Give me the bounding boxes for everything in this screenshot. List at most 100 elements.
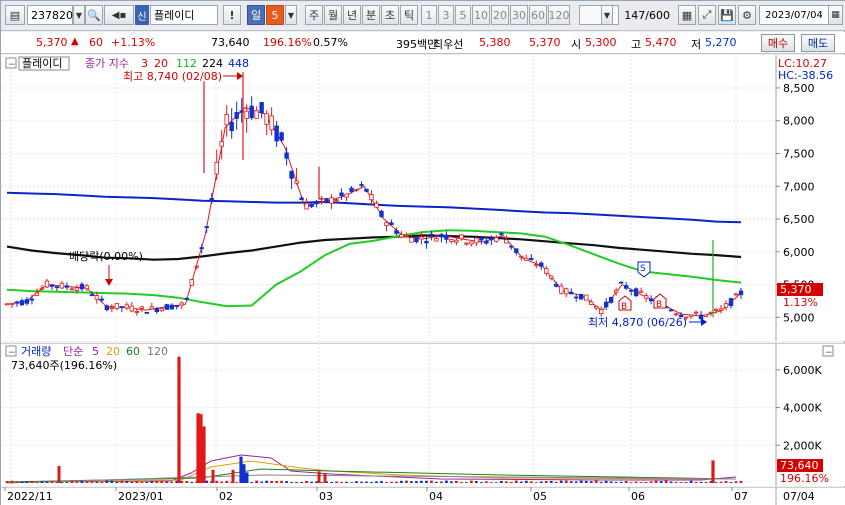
interval-button-30[interactable]: 30 — [510, 5, 528, 25]
volume-bar — [145, 481, 149, 483]
volume-bar — [479, 482, 483, 483]
sell-button[interactable]: 매도 — [801, 34, 835, 52]
volume-close-icon[interactable]: − — [825, 348, 833, 358]
candle-body — [204, 226, 209, 228]
candle-body — [294, 180, 299, 184]
candle-body — [164, 304, 169, 310]
candle-body — [713, 309, 719, 311]
chart-tool-icon[interactable]: ⤢ — [698, 5, 716, 25]
period-button-3[interactable]: 분 — [362, 5, 380, 25]
x-tick-label: 07 — [734, 490, 748, 503]
x-tick-label: 02 — [219, 490, 233, 503]
volume-bar — [544, 480, 548, 483]
stock-code-dropdown-icon[interactable]: ▼ — [73, 5, 85, 25]
volume-spike-bar — [211, 469, 215, 483]
sound-icon[interactable]: ◀▪ — [104, 5, 134, 25]
current-volume-tag — [777, 459, 823, 472]
buy-signal-icon-2 — [653, 293, 667, 309]
period-dropdown-icon[interactable]: ▼ — [285, 5, 297, 25]
candle-body — [549, 275, 554, 279]
candle-body — [464, 242, 469, 245]
volume-bar — [315, 481, 318, 483]
period-button-1[interactable]: 월 — [324, 5, 342, 25]
volume-bar — [524, 480, 528, 483]
candle-body — [269, 115, 274, 131]
period-day-button[interactable]: 일 — [247, 5, 265, 25]
interval-button-60[interactable]: 60 — [529, 5, 547, 25]
volume-bar — [175, 480, 179, 483]
current-pct-text: 1.13% — [783, 296, 818, 309]
candle-body — [34, 292, 40, 296]
candle-body — [344, 193, 349, 198]
low-label: 저 — [691, 38, 702, 51]
period-button-5[interactable]: 틱 — [400, 5, 418, 25]
interval-button-3[interactable]: 3 — [438, 5, 454, 25]
volume-bar — [345, 481, 348, 483]
stock-code-input[interactable]: 237820 — [27, 5, 73, 25]
volume-spike-bar — [239, 456, 243, 483]
save-icon[interactable]: 💾 — [718, 5, 736, 25]
interval-button-5[interactable]: 5 — [455, 5, 471, 25]
gear-icon[interactable]: ⚙ — [738, 5, 756, 25]
volume-ratio: 196.16% — [263, 36, 312, 49]
volume-bar — [604, 480, 608, 483]
candle-body — [174, 305, 179, 307]
pane-toggle-icon[interactable]: − — [8, 60, 16, 70]
interval-input[interactable] — [579, 5, 619, 25]
volume-bar — [649, 481, 653, 483]
candle-body — [219, 141, 224, 147]
period-button-4[interactable]: 초 — [381, 5, 399, 25]
toolbar: ▤ 237820 ▼ 🔍 ◀▪ 신 플레이디 ! 일 5 ▼ ▼ 147/600… — [1, 1, 845, 31]
price-chart[interactable]: 8,5008,0007,5007,0006,5006,0005,5005,000… — [1, 55, 845, 341]
interval-button-120[interactable]: 120 — [548, 5, 570, 25]
candle-body — [593, 306, 599, 309]
search-icon[interactable]: 🔍 — [85, 5, 103, 25]
date-input[interactable]: 2023/07/04 — [759, 5, 829, 25]
period-button-0[interactable]: 주 — [305, 5, 323, 25]
volume-bar — [445, 480, 448, 483]
volume-bar — [135, 480, 139, 483]
candle-body — [44, 280, 50, 288]
volume-bar — [410, 481, 413, 483]
interval-button-20[interactable]: 20 — [491, 5, 509, 25]
candle-body — [399, 234, 404, 238]
volume-bar — [579, 480, 583, 483]
candle-body — [569, 291, 574, 295]
period-button-2[interactable]: 년 — [343, 5, 361, 25]
candle-body — [264, 113, 269, 125]
candle-body — [289, 170, 294, 179]
candle-body — [129, 305, 135, 312]
volume-pane-toggle-icon[interactable]: − — [8, 348, 16, 358]
candle-body — [349, 187, 354, 192]
candle-body — [703, 314, 709, 318]
period-day-count[interactable]: 5 — [266, 5, 284, 25]
volume-ma-line-0 — [6, 454, 737, 483]
y-tick-label: 8,000 — [783, 115, 815, 128]
vol-ma-60: 60 — [126, 345, 140, 358]
volume-bar — [564, 480, 568, 483]
volume-bar — [435, 481, 438, 483]
stock-name-field[interactable]: 플레이디 — [150, 5, 218, 25]
volume-bar — [90, 481, 94, 483]
high-annotation: 최고 8,740 (02/08) — [123, 70, 222, 83]
volume-bar — [474, 481, 478, 483]
candle-body — [84, 285, 90, 290]
window-menu-icon[interactable]: ▤ — [5, 5, 25, 25]
calendar-icon[interactable]: ▦ — [828, 5, 843, 25]
candle-body — [648, 298, 654, 302]
alert-button[interactable]: ! — [223, 5, 241, 25]
volume-spike-bar — [317, 471, 321, 483]
candle-body — [623, 285, 629, 289]
interval-button-10[interactable]: 10 — [472, 5, 490, 25]
interval-dropdown-icon[interactable]: ▼ — [601, 5, 613, 25]
settings-grid-icon[interactable]: ▦ — [678, 5, 696, 25]
ask-price: 5,380 — [479, 36, 511, 49]
candle-body — [159, 308, 164, 312]
volume-bar — [400, 480, 403, 483]
interval-button-1[interactable]: 1 — [421, 5, 437, 25]
candle-body — [244, 110, 249, 119]
candle-body — [119, 306, 125, 309]
candle-body — [144, 312, 150, 314]
buy-button[interactable]: 매수 — [761, 34, 795, 52]
